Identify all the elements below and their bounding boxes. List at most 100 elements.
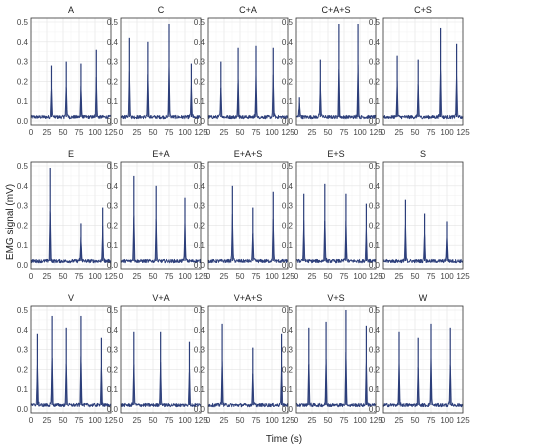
x-tick-label: 50 (411, 272, 420, 281)
facet-panel: C+A+S0.00.10.20.30.40.50 25 50 75 100 125 (282, 5, 383, 137)
x-tick-label: 0 (294, 128, 299, 137)
panel-title: A (68, 5, 74, 15)
x-tick-label: 75 (75, 128, 84, 137)
y-tick-label: 0.0 (369, 405, 381, 414)
facet-panel: W0.00.10.20.30.40.50 25 50 75 100 125 (369, 293, 470, 425)
y-tick-label: 0.2 (282, 365, 294, 374)
panel-frame (207, 161, 289, 270)
y-tick-label: 0.5 (282, 162, 294, 171)
y-tick-label: 0.5 (194, 306, 206, 315)
x-tick-label: 75 (75, 416, 84, 425)
facet-panels: A0.00.10.20.30.40.50 25 50 75 100 125C0.00.10… (17, 5, 470, 425)
x-tick-label: 0 (381, 272, 386, 281)
panel-title: E+S (327, 149, 344, 159)
y-tick-label: 0.2 (107, 77, 119, 86)
y-tick-label: 0.3 (369, 58, 381, 67)
x-tick-label: 25 (133, 272, 142, 281)
y-tick-label: 0.3 (369, 202, 381, 211)
x-tick-label: 125 (281, 128, 295, 137)
y-tick-label: 0.3 (107, 346, 119, 355)
x-tick-label: 0 (29, 128, 34, 137)
x-tick-label: 0 (381, 128, 386, 137)
x-tick-label: 125 (194, 416, 208, 425)
emg-trace (382, 68, 464, 120)
x-tick-label: 50 (324, 416, 333, 425)
y-tick-label: 0.0 (194, 405, 206, 414)
x-tick-label: 75 (252, 128, 261, 137)
y-tick-label: 0.4 (17, 182, 29, 191)
x-tick-label: 25 (395, 416, 404, 425)
x-tick-label: 50 (411, 416, 420, 425)
panel-title: C (158, 5, 165, 15)
y-tick-label: 0.4 (194, 38, 206, 47)
x-tick-label: 100 (440, 416, 454, 425)
facet-panel: V+A0.00.10.20.30.40.50 25 50 75 100 125 (107, 293, 208, 425)
y-tick-label: 0.2 (282, 221, 294, 230)
x-tick-label: 0 (29, 416, 34, 425)
emg-trace (30, 76, 112, 120)
x-tick-label: 125 (194, 128, 208, 137)
x-tick-label: 0 (381, 416, 386, 425)
panel-title: V+S (327, 293, 344, 303)
emg-trace (30, 210, 112, 264)
y-tick-label: 0.2 (194, 365, 206, 374)
x-tick-label: 0 (29, 272, 34, 281)
x-tick-label: 25 (308, 272, 317, 281)
y-tick-label: 0.2 (369, 365, 381, 374)
x-tick-label: 75 (340, 272, 349, 281)
x-tick-label: 125 (281, 416, 295, 425)
y-tick-label: 0.5 (194, 162, 206, 171)
x-tick-label: 75 (427, 416, 436, 425)
y-tick-label: 0.3 (282, 58, 294, 67)
panel-frame (382, 161, 464, 270)
panel-frame (30, 161, 112, 270)
x-tick-label: 25 (308, 416, 317, 425)
y-tick-label: 0.5 (194, 18, 206, 27)
y-tick-label: 0.0 (107, 117, 119, 126)
x-tick-label: 100 (353, 272, 367, 281)
x-tick-label: 0 (206, 128, 211, 137)
y-tick-label: 0.2 (194, 77, 206, 86)
x-tick-label: 50 (59, 128, 68, 137)
x-tick-label: 25 (133, 128, 142, 137)
y-tick-label: 0.5 (369, 306, 381, 315)
x-tick-label: 50 (59, 416, 68, 425)
y-tick-label: 0.5 (369, 162, 381, 171)
x-tick-label: 125 (456, 416, 470, 425)
facet-panel: S0.00.10.20.30.40.50 25 50 75 100 125 (369, 149, 470, 281)
x-tick-label: 25 (43, 416, 52, 425)
y-tick-label: 0.3 (282, 346, 294, 355)
emg-trace (382, 223, 464, 264)
x-tick-label: 0 (206, 272, 211, 281)
x-tick-label: 100 (440, 272, 454, 281)
facet-panel: C0.00.10.20.30.40.50 25 50 75 100 125 (107, 5, 208, 137)
facet-panel: V+S0.00.10.20.30.40.50 25 50 75 100 125 (282, 293, 383, 425)
facet-panel: E+A0.00.10.20.30.40.50 25 50 75 100 125 (107, 149, 208, 281)
y-tick-label: 0.1 (194, 385, 206, 394)
panel-title: V (68, 293, 74, 303)
x-tick-label: 125 (456, 272, 470, 281)
panel-title: S (420, 149, 426, 159)
panel-frame (120, 305, 202, 414)
panel-frame (120, 17, 202, 126)
x-tick-label: 75 (165, 416, 174, 425)
x-tick-label: 0 (294, 416, 299, 425)
y-tick-label: 0.3 (194, 202, 206, 211)
x-tick-label: 0 (119, 416, 124, 425)
emg-trace (120, 63, 202, 120)
x-tick-label: 75 (427, 128, 436, 137)
y-tick-label: 0.4 (369, 182, 381, 191)
x-axis-title: Time (s) (266, 434, 302, 445)
y-tick-label: 0.4 (282, 38, 294, 47)
x-tick-label: 100 (178, 416, 192, 425)
x-tick-label: 25 (395, 128, 404, 137)
y-tick-label: 0.4 (282, 326, 294, 335)
y-tick-label: 0.0 (194, 261, 206, 270)
facet-panel: V+A+S0.00.10.20.30.40.50 25 50 75 100 125 (194, 293, 295, 425)
panel-frame (382, 17, 464, 126)
panel-frame (30, 17, 112, 126)
y-tick-label: 0.3 (17, 202, 29, 211)
x-tick-label: 25 (220, 128, 229, 137)
x-tick-label: 50 (324, 272, 333, 281)
